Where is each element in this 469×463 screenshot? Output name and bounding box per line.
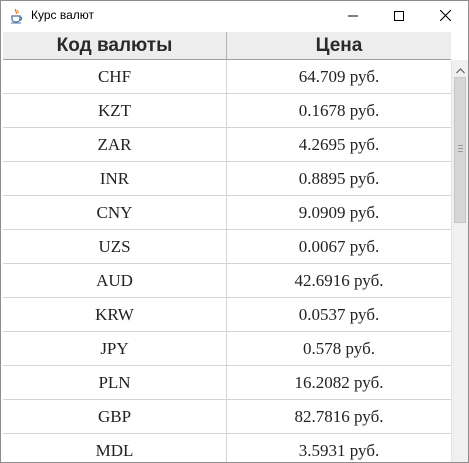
column-header-price[interactable]: Цена: [315, 35, 363, 56]
table-row[interactable]: JPY 0.578 руб.: [3, 332, 451, 366]
currency-code-cell: KZT: [3, 94, 227, 127]
title-bar[interactable]: Курс валют: [1, 1, 468, 30]
table-row[interactable]: ZAR 4.2695 руб.: [3, 128, 451, 162]
table-row[interactable]: CNY 9.0909 руб.: [3, 196, 451, 230]
currency-price-cell: 0.0537 руб.: [298, 305, 380, 324]
currency-code-cell: PLN: [3, 366, 227, 399]
thumb-grip-line: [458, 145, 463, 146]
table-header: Код валюты Цена: [3, 32, 451, 60]
minimize-icon: [348, 6, 358, 25]
currency-price-cell: 16.2082 руб.: [294, 373, 384, 392]
currency-code-cell: UZS: [3, 230, 227, 263]
currency-price-cell: 0.0067 руб.: [298, 237, 380, 256]
currency-table: Код валюты Цена CHF 64.709 руб. KZT 0.16…: [3, 32, 451, 462]
currency-code-cell: INR: [3, 162, 227, 195]
currency-code-cell: KRW: [3, 298, 227, 331]
currency-code-cell: ZAR: [3, 128, 227, 161]
minimize-button[interactable]: [330, 1, 376, 30]
close-button[interactable]: [422, 1, 468, 30]
window-title: Курс валют: [31, 8, 95, 22]
currency-price-cell: 0.578 руб.: [303, 339, 375, 358]
currency-price-cell: 64.709 руб.: [298, 67, 380, 86]
maximize-icon: [394, 6, 404, 25]
vertical-scrollbar[interactable]: [451, 60, 468, 462]
currency-code-cell: GBP: [3, 400, 227, 433]
currency-code-cell: MDL: [3, 434, 227, 462]
currency-code-cell: AUD: [3, 264, 227, 297]
table-row[interactable]: KRW 0.0537 руб.: [3, 298, 451, 332]
close-icon: [439, 6, 451, 25]
scrollbar-thumb[interactable]: [454, 77, 466, 223]
java-cup-icon: [9, 8, 25, 24]
table-row[interactable]: KZT 0.1678 руб.: [3, 94, 451, 128]
currency-code-cell: CHF: [3, 60, 227, 93]
thumb-grip-line: [458, 148, 463, 149]
currency-price-cell: 9.0909 руб.: [298, 203, 380, 222]
scroll-up-button[interactable]: [452, 60, 468, 77]
table-row[interactable]: AUD 42.6916 руб.: [3, 264, 451, 298]
currency-price-cell: 3.5931 руб.: [298, 441, 380, 460]
currency-code-cell: JPY: [3, 332, 227, 365]
table-row[interactable]: UZS 0.0067 руб.: [3, 230, 451, 264]
maximize-button[interactable]: [376, 1, 422, 30]
currency-price-cell: 0.8895 руб.: [298, 169, 380, 188]
currency-price-cell: 0.1678 руб.: [298, 101, 380, 120]
table-row[interactable]: INR 0.8895 руб.: [3, 162, 451, 196]
column-header-code[interactable]: Код валюты: [3, 32, 227, 59]
table-body: CHF 64.709 руб. KZT 0.1678 руб. ZAR 4.26…: [3, 60, 451, 462]
table-row[interactable]: MDL 3.5931 руб.: [3, 434, 451, 462]
currency-price-cell: 82.7816 руб.: [294, 407, 384, 426]
table-row[interactable]: PLN 16.2082 руб.: [3, 366, 451, 400]
currency-code-cell: CNY: [3, 196, 227, 229]
chevron-up-icon: [455, 59, 465, 78]
table-row[interactable]: CHF 64.709 руб.: [3, 60, 451, 94]
currency-price-cell: 4.2695 руб.: [298, 135, 380, 154]
table-row[interactable]: GBP 82.7816 руб.: [3, 400, 451, 434]
currency-price-cell: 42.6916 руб.: [294, 271, 384, 290]
thumb-grip-line: [458, 151, 463, 152]
